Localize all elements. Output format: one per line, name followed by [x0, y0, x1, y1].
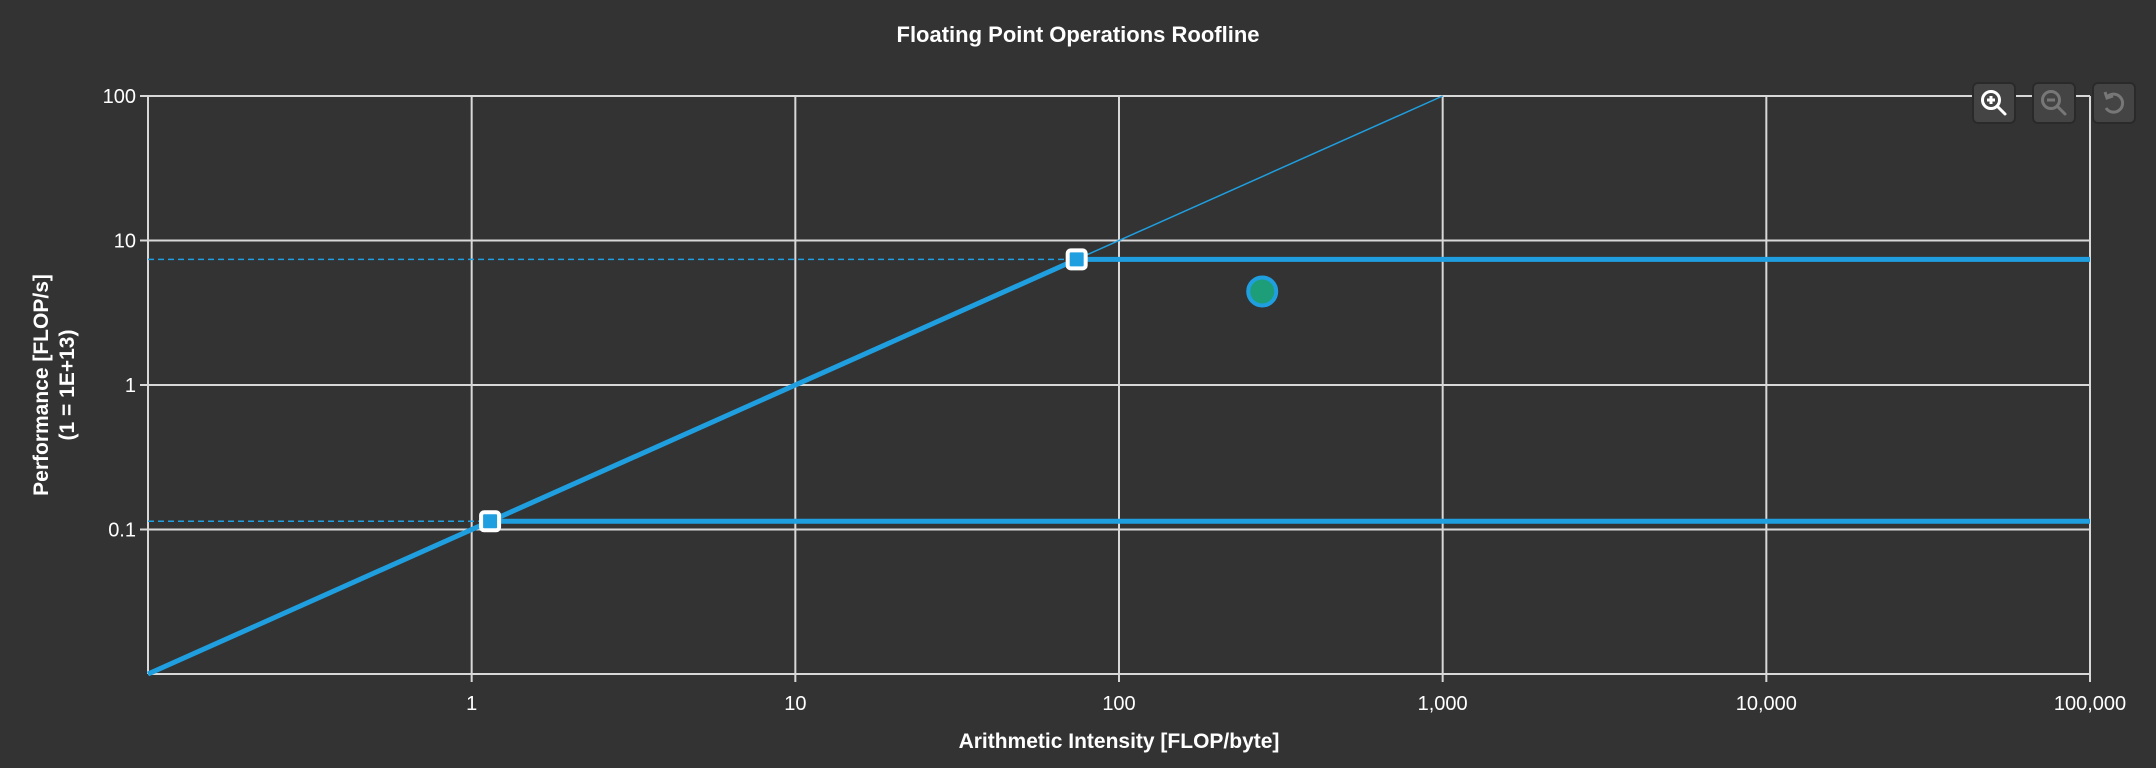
zoom-in-button[interactable]	[1972, 82, 2016, 124]
zoom-out-icon	[2041, 90, 2067, 116]
zoom-out-button[interactable]	[2032, 82, 2076, 124]
y-axis-subtitle: (1 = 1E+13)	[56, 330, 79, 441]
y-tick-label: 0.1	[108, 520, 136, 542]
x-tick-label: 1	[466, 693, 477, 715]
x-tick-label: 1,000	[1418, 693, 1468, 715]
reset-icon	[2103, 91, 2125, 114]
data-point	[1246, 275, 1279, 308]
lower-roof-knee-marker	[479, 510, 502, 533]
reset-zoom-button[interactable]	[2092, 82, 2136, 124]
x-tick-label: 100	[1102, 693, 1135, 715]
x-tick-label: 10,000	[1736, 693, 1797, 715]
upper-roof-knee-marker	[1065, 248, 1088, 271]
x-tick-label: 10	[784, 693, 806, 715]
x-tick-label: 100,000	[2054, 693, 2126, 715]
y-axis-title: Performance [FLOP/s]	[30, 274, 53, 496]
y-tick-label: 100	[103, 86, 136, 108]
chart-title: Floating Point Operations Roofline	[897, 22, 1260, 47]
tick-labels: 1 10 100 1,000 10,000 100,000 100 10 1 0.1	[103, 86, 2127, 715]
grid	[140, 95, 2091, 682]
memory-roof	[146, 257, 1078, 677]
y-tick-label: 1	[125, 375, 136, 397]
chart-marks	[146, 95, 2090, 677]
y-tick-label: 10	[114, 231, 136, 253]
x-axis-title: Arithmetic Intensity [FLOP/byte]	[959, 730, 1280, 753]
zoom-in-icon	[1981, 90, 2007, 116]
